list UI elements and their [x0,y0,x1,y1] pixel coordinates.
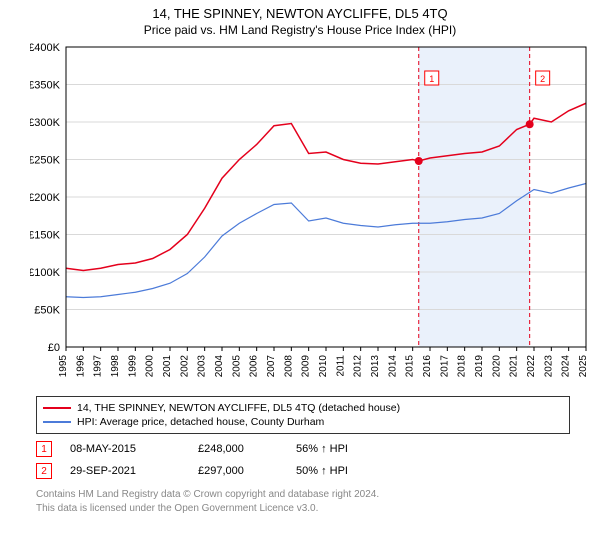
svg-text:2008: 2008 [283,355,294,378]
svg-text:2013: 2013 [370,355,381,378]
legend-item: HPI: Average price, detached house, Coun… [43,415,563,429]
svg-text:2007: 2007 [266,355,277,378]
svg-text:2011: 2011 [335,355,346,377]
svg-text:1995: 1995 [58,355,69,378]
legend-label: HPI: Average price, detached house, Coun… [77,416,324,428]
footer-line-2: This data is licensed under the Open Gov… [36,502,570,516]
svg-text:2021: 2021 [509,355,520,378]
transaction-id-box: 1 [36,441,52,457]
transaction-date: 29-SEP-2021 [70,465,180,477]
svg-text:2006: 2006 [249,355,260,378]
svg-text:£50K: £50K [34,305,60,317]
svg-text:£300K: £300K [30,117,61,129]
svg-text:£350K: £350K [30,80,61,92]
transaction-pct: 56% ↑ HPI [296,443,386,455]
svg-text:1999: 1999 [127,355,138,378]
transaction-row: 2 29-SEP-2021 £297,000 50% ↑ HPI [36,460,570,482]
svg-text:1998: 1998 [110,355,121,378]
svg-text:2005: 2005 [231,355,242,378]
svg-text:2015: 2015 [405,355,416,378]
page-subtitle: Price paid vs. HM Land Registry's House … [0,21,600,43]
transaction-id-box: 2 [36,463,52,479]
transaction-table: 1 08-MAY-2015 £248,000 56% ↑ HPI 2 29-SE… [36,438,570,482]
svg-text:2012: 2012 [353,355,364,378]
svg-text:2001: 2001 [162,355,173,378]
svg-text:2010: 2010 [318,355,329,378]
svg-text:£0: £0 [48,342,60,354]
chart-canvas: £0 £50K £100K £150K £200K £250K £300K £350K £400… [30,43,590,388]
svg-text:£150K: £150K [30,230,61,242]
svg-text:2025: 2025 [578,355,589,378]
svg-text:2016: 2016 [422,355,433,378]
svg-text:2019: 2019 [474,355,485,378]
svg-text:£200K: £200K [30,192,61,204]
svg-text:1996: 1996 [75,355,86,378]
svg-text:2003: 2003 [197,355,208,378]
svg-text:2002: 2002 [179,355,190,378]
legend-swatch [43,407,71,409]
page-title: 14, THE SPINNEY, NEWTON AYCLIFFE, DL5 4T… [0,0,600,21]
price-chart: £0 £50K £100K £150K £200K £250K £300K £350K £400… [30,43,590,388]
svg-text:2000: 2000 [145,355,156,378]
svg-text:1: 1 [429,74,434,84]
svg-text:2024: 2024 [561,355,572,378]
legend-item: 14, THE SPINNEY, NEWTON AYCLIFFE, DL5 4T… [43,401,563,415]
legend-swatch [43,421,71,423]
transaction-row: 1 08-MAY-2015 £248,000 56% ↑ HPI [36,438,570,460]
svg-text:£250K: £250K [30,155,61,167]
svg-text:£400K: £400K [30,43,61,54]
svg-text:1997: 1997 [93,355,104,378]
svg-text:2014: 2014 [387,355,398,378]
svg-text:2009: 2009 [301,355,312,378]
chart-legend: 14, THE SPINNEY, NEWTON AYCLIFFE, DL5 4T… [36,396,570,434]
footer-line-1: Contains HM Land Registry data © Crown c… [36,488,570,502]
svg-text:£100K: £100K [30,267,61,279]
svg-text:2020: 2020 [491,355,502,378]
svg-text:2022: 2022 [526,355,537,378]
transaction-price: £248,000 [198,443,278,455]
footer-attribution: Contains HM Land Registry data © Crown c… [36,488,570,515]
svg-text:2017: 2017 [439,355,450,378]
svg-text:2018: 2018 [457,355,468,378]
svg-text:2004: 2004 [214,355,225,378]
transaction-date: 08-MAY-2015 [70,443,180,455]
transaction-pct: 50% ↑ HPI [296,465,386,477]
transaction-price: £297,000 [198,465,278,477]
svg-text:2023: 2023 [543,355,554,378]
svg-text:2: 2 [540,74,545,84]
legend-label: 14, THE SPINNEY, NEWTON AYCLIFFE, DL5 4T… [77,402,400,414]
